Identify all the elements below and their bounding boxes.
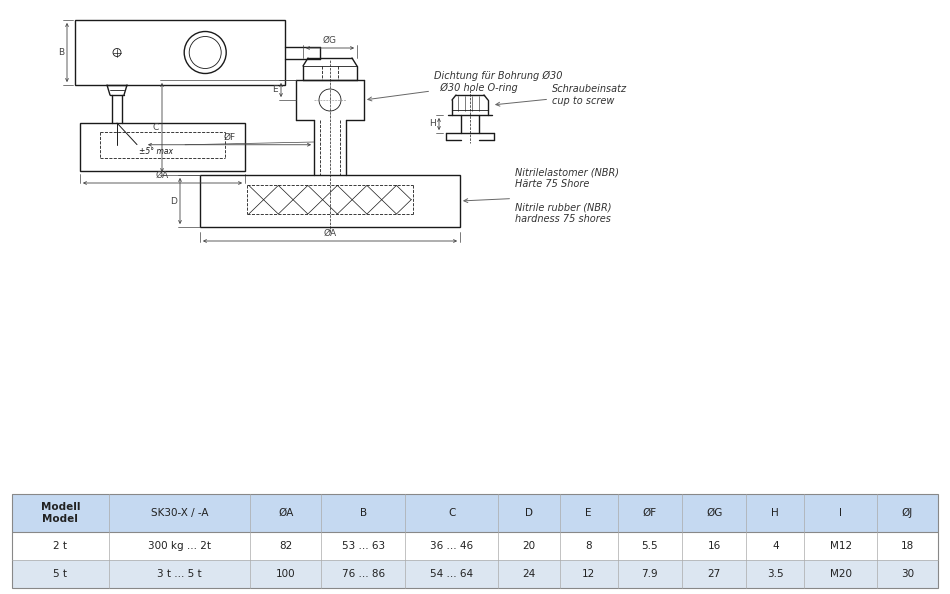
Text: I: I (839, 508, 842, 518)
Text: ØA: ØA (323, 229, 336, 238)
Text: ØF: ØF (223, 132, 236, 142)
Text: ØA: ØA (156, 171, 169, 180)
Text: Modell
Model: Modell Model (41, 502, 80, 524)
Text: C: C (448, 508, 455, 518)
Text: 100: 100 (276, 569, 295, 579)
Text: 24: 24 (522, 569, 536, 579)
Text: 54 ... 64: 54 ... 64 (430, 569, 473, 579)
Text: D: D (525, 508, 533, 518)
Text: C: C (153, 123, 159, 132)
Text: 4: 4 (772, 541, 779, 551)
Text: B: B (58, 48, 64, 57)
Text: M12: M12 (829, 541, 851, 551)
Text: 27: 27 (708, 569, 721, 579)
Text: B: B (359, 508, 367, 518)
Text: 7.9: 7.9 (641, 569, 658, 579)
Bar (12, 494, 938, 532)
Text: H: H (771, 508, 779, 518)
Bar (200, 175, 460, 227)
Bar (12, 560, 938, 588)
Text: 53 ... 63: 53 ... 63 (341, 541, 385, 551)
Text: M20: M20 (829, 569, 851, 579)
Text: 300 kg ... 2t: 300 kg ... 2t (148, 541, 211, 551)
Text: 36 ... 46: 36 ... 46 (430, 541, 473, 551)
Text: 8: 8 (585, 541, 592, 551)
Text: 5.5: 5.5 (641, 541, 658, 551)
Text: H: H (429, 119, 436, 128)
Text: 3.5: 3.5 (767, 569, 784, 579)
Bar (80, 123, 245, 171)
Text: 5 t: 5 t (53, 569, 67, 579)
Text: ØG: ØG (706, 508, 722, 518)
Text: E: E (585, 508, 592, 518)
Text: 20: 20 (522, 541, 536, 551)
Text: ØJ: ØJ (902, 508, 913, 518)
Text: Schraubeinsatz
cup to screw: Schraubeinsatz cup to screw (496, 84, 627, 106)
Text: Nitrilelastomer (NBR)
Härte 75 Shore

Nitrile rubber (NBR)
hardness 75 shores: Nitrilelastomer (NBR) Härte 75 Shore Nit… (464, 168, 619, 224)
Text: Dichtung für Bohrung Ø30
  Ø30 hole O-ring: Dichtung für Bohrung Ø30 Ø30 hole O-ring (368, 71, 562, 101)
Text: 18: 18 (901, 541, 914, 551)
Bar (75, 20, 285, 85)
Bar (12, 494, 938, 588)
Text: 16: 16 (708, 541, 721, 551)
Text: ØA: ØA (278, 508, 294, 518)
Text: 30: 30 (901, 569, 914, 579)
Text: 3 t ... 5 t: 3 t ... 5 t (157, 569, 201, 579)
Text: 12: 12 (582, 569, 595, 579)
Bar (12, 532, 938, 560)
Text: E: E (273, 86, 278, 94)
Text: ØF: ØF (642, 508, 656, 518)
Text: ±5° max: ±5° max (139, 147, 173, 156)
Text: 76 ... 86: 76 ... 86 (341, 569, 385, 579)
Text: 82: 82 (279, 541, 293, 551)
Text: 2 t: 2 t (53, 541, 67, 551)
Text: SK30-X / -A: SK30-X / -A (151, 508, 208, 518)
Text: D: D (170, 197, 177, 206)
Text: ØG: ØG (323, 36, 337, 45)
